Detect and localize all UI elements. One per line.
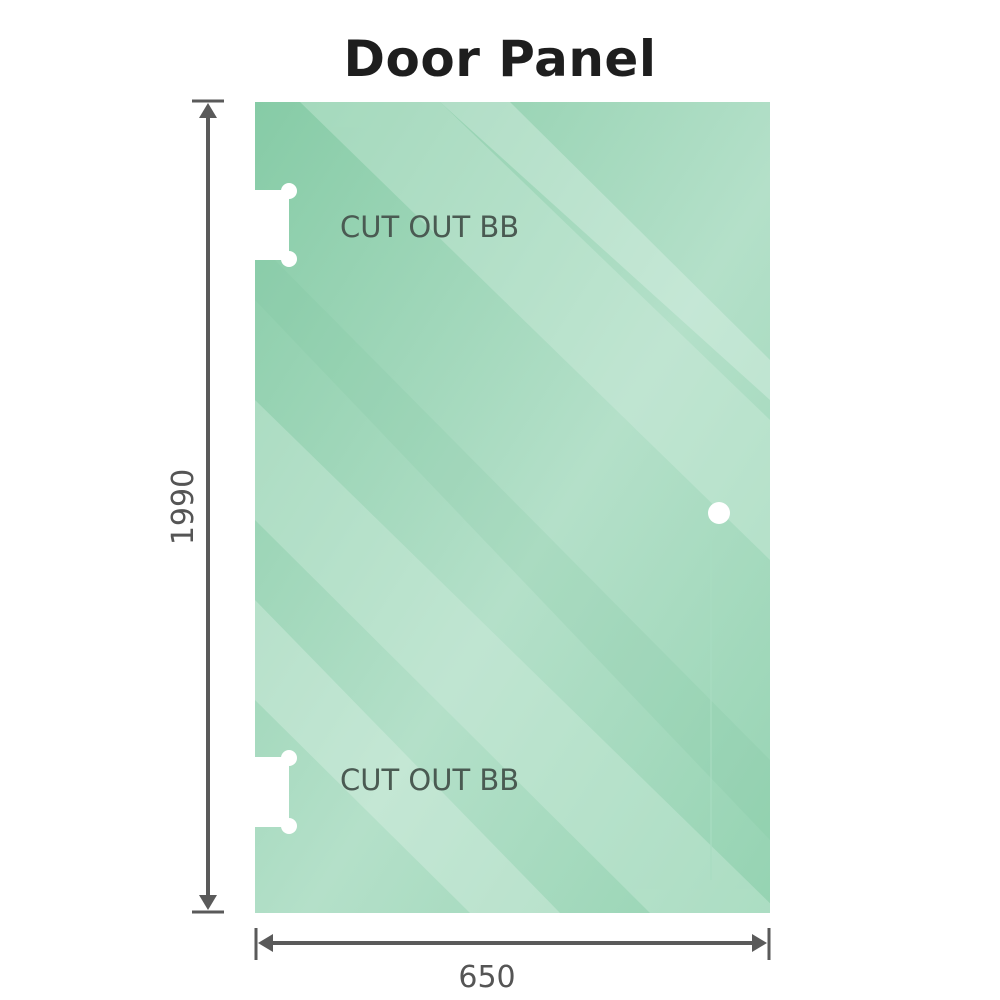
height-label: 1990 [166, 469, 201, 545]
glass-reflection [255, 600, 560, 913]
arrow-left-icon [258, 934, 273, 952]
diagram-title: Door Panel [343, 30, 657, 88]
glass-reflection [300, 102, 770, 560]
height-dimension-line [192, 99, 224, 914]
glass-shadow [255, 240, 770, 840]
cutout-label-bottom: CUT OUT BB [340, 763, 519, 797]
cutout-top [254, 183, 297, 267]
glass-reflection [440, 102, 770, 400]
width-label: 650 [458, 960, 515, 995]
handle-hole [708, 502, 730, 524]
glass-reflection [255, 400, 770, 913]
arrow-right-icon [752, 934, 767, 952]
cutout-label-top: CUT OUT BB [340, 210, 519, 244]
glass-panel [255, 102, 770, 913]
cutout-bottom [254, 750, 297, 834]
arrow-down-icon [199, 895, 217, 910]
arrow-up-icon [199, 103, 217, 118]
width-dimension-line [254, 928, 771, 960]
